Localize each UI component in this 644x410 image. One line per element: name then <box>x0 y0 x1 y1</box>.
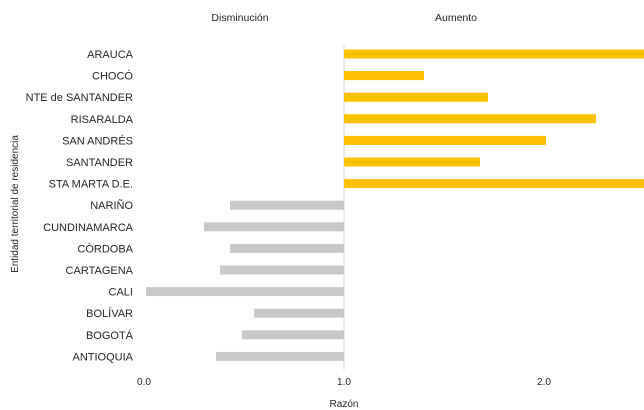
bar-5 <box>344 157 480 167</box>
bar-13 <box>242 330 344 340</box>
category-label: CHOCÓ <box>92 70 133 83</box>
header-increase: Aumento <box>435 12 477 24</box>
category-label: ARAUCA <box>87 49 134 61</box>
category-label: NARIÑO <box>90 199 133 212</box>
x-axis-title: Razón <box>330 399 359 410</box>
category-label: STA MARTA D.E. <box>49 179 133 191</box>
bar-9 <box>230 243 344 253</box>
category-label: SANTANDER <box>66 157 133 169</box>
category-label: CALI <box>109 287 133 299</box>
category-label: BOGOTÁ <box>86 329 134 342</box>
bar-2 <box>344 92 488 102</box>
category-label: CUNDINAMARCA <box>43 222 134 234</box>
category-label: SAN ANDRÉS <box>62 134 133 147</box>
bar-1 <box>344 71 424 81</box>
bar-8 <box>204 222 344 232</box>
bar-4 <box>344 135 546 145</box>
bar-0 <box>344 49 644 59</box>
x-tick-label: 0.0 <box>137 377 151 388</box>
bar-6 <box>344 179 644 189</box>
y-axis-title: Entidad territorial de residencia <box>10 135 21 273</box>
x-tick-labels: 0.0 1.0 2.0 <box>137 377 551 388</box>
x-tick-label: 2.0 <box>537 377 551 388</box>
bar-11 <box>146 287 344 297</box>
x-tick-label: 1.0 <box>337 377 351 388</box>
category-label: BOLÍVAR <box>86 307 133 320</box>
category-labels: ARAUCA CHOCÓ NTE de SANTANDER RISARALDA SAN … <box>26 49 134 363</box>
bar-7 <box>230 200 344 210</box>
category-label: RISARALDA <box>71 114 134 126</box>
category-label: ANTIOQUIA <box>72 351 133 363</box>
category-label: CARTAGENA <box>66 265 134 277</box>
bar-3 <box>344 114 596 124</box>
bar-10 <box>220 265 344 275</box>
category-label: CÓRDOBA <box>77 242 133 255</box>
bars-group <box>146 49 644 361</box>
bar-14 <box>216 351 344 361</box>
header-decrease: Disminución <box>211 12 268 24</box>
bar-12 <box>254 308 344 318</box>
category-label: NTE de SANTANDER <box>26 92 133 104</box>
